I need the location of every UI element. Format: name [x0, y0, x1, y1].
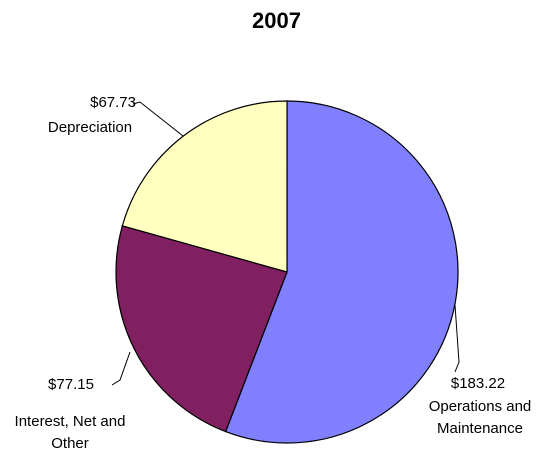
category-label: Interest, Net and Other: [14, 413, 126, 452]
pie-slice: [121, 100, 288, 273]
pie-slice: [115, 225, 288, 433]
value-label: $67.73: [90, 94, 136, 111]
pie-slice: [224, 100, 459, 444]
leader-line: [454, 304, 460, 373]
leader-line: [132, 101, 184, 137]
leader-line: [111, 351, 131, 386]
category-label: Operations and Maintenance: [428, 398, 532, 437]
chart-title: 2007: [252, 8, 301, 33]
category-label: Depreciation: [47, 119, 133, 136]
value-label: $183.22: [450, 375, 506, 392]
value-label: $77.15: [48, 376, 94, 393]
